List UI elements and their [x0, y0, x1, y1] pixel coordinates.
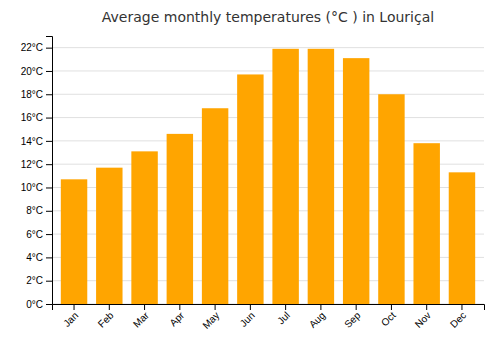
y-tick: 18°C — [21, 89, 52, 100]
bar — [378, 94, 404, 304]
bar — [308, 49, 334, 304]
x-tick-mark — [320, 304, 321, 310]
x-tick-label: Nov — [413, 310, 433, 330]
bar — [167, 134, 193, 304]
y-tick-label: 8°C — [26, 205, 43, 216]
y-tick: 20°C — [21, 66, 52, 77]
bars — [61, 49, 475, 304]
grid-line — [52, 70, 484, 71]
y-tick: 14°C — [21, 136, 52, 147]
grid — [52, 48, 484, 304]
y-tick: 10°C — [21, 182, 52, 193]
x-axis: Jan Feb Mar Apr May Jun Jul Aug Sep Oct Nov Dec — [53, 304, 485, 331]
y-tick-mark — [46, 234, 52, 235]
x-tick-mark — [426, 304, 427, 310]
x-tick-mark — [144, 304, 145, 310]
x-tick: Mar — [131, 304, 151, 330]
x-tick: Jan — [61, 304, 80, 329]
x-tick-mark — [285, 304, 286, 310]
x-tick: Jun — [238, 304, 257, 329]
y-tick: 4°C — [26, 252, 52, 263]
x-tick: Dec — [448, 304, 468, 330]
x-tick: Jul — [275, 304, 292, 326]
y-tick-mark — [46, 257, 52, 258]
y-tick-mark — [46, 118, 52, 119]
bar — [237, 74, 263, 304]
y-tick: 16°C — [21, 112, 52, 123]
grid-line — [52, 140, 484, 141]
x-tick: Oct — [379, 304, 398, 328]
y-tick-mark — [46, 211, 52, 212]
x-tick-mark — [391, 304, 392, 310]
x-tick: Sep — [342, 304, 363, 330]
y-axis: 0°C 2°C 4°C 6°C 8°C 10°C 12°C 14°C 16°C 18°C 20°C 2… — [21, 37, 53, 310]
y-tick-mark — [46, 187, 52, 188]
y-tick-label: 22°C — [21, 42, 43, 53]
bar — [343, 58, 369, 304]
y-tick: 2°C — [26, 275, 52, 286]
y-tick-mark — [46, 48, 52, 49]
x-tick-label: Feb — [96, 309, 116, 329]
x-tick-label: Jun — [238, 310, 257, 329]
y-tick-mark — [46, 71, 52, 72]
x-tick-mark — [109, 304, 110, 310]
y-tick-mark — [46, 164, 52, 165]
x-tick-mark — [461, 304, 462, 310]
y-tick-label: 14°C — [21, 136, 43, 147]
x-tick-label: Oct — [379, 310, 398, 329]
x-axis-line — [53, 305, 485, 311]
y-tick-label: 10°C — [21, 182, 43, 193]
bar — [272, 49, 298, 304]
x-tick-mark — [250, 304, 251, 310]
y-tick-label: 16°C — [21, 112, 43, 123]
y-tick-label: 12°C — [21, 159, 43, 170]
y-tick-label: 18°C — [21, 89, 43, 100]
y-axis-line — [46, 37, 53, 305]
x-tick-label: Dec — [448, 310, 468, 330]
y-tick: 0°C — [26, 299, 52, 310]
chart: 0°C 2°C 4°C 6°C 8°C 10°C 12°C 14°C 16°C 18°C 20°C 2… — [0, 0, 500, 350]
x-tick-label: Apr — [167, 309, 186, 328]
x-tick: Nov — [413, 304, 433, 330]
y-tick-label: 6°C — [26, 229, 43, 240]
y-tick-mark — [46, 94, 52, 95]
x-tick-mark — [215, 304, 216, 310]
x-tick: Aug — [307, 304, 327, 330]
grid-line — [52, 47, 484, 48]
bar — [131, 151, 157, 304]
x-tick-label: Aug — [307, 310, 327, 330]
y-tick-mark — [46, 281, 52, 282]
x-tick-label: Jan — [61, 310, 80, 329]
x-tick-label: Sep — [342, 309, 363, 330]
x-tick: Feb — [96, 304, 116, 330]
plot-area: 0°C 2°C 4°C 6°C 8°C 10°C 12°C 14°C 16°C 18°C 20°C 2… — [21, 37, 485, 331]
title: Average monthly temperatures (°C ) in Lo… — [102, 9, 434, 25]
x-tick: May — [200, 304, 221, 331]
x-tick-mark — [356, 304, 357, 310]
x-tick-label: Mar — [131, 309, 151, 329]
x-tick-label: Jul — [275, 310, 292, 327]
x-tick: Apr — [167, 304, 186, 328]
bar — [202, 108, 228, 304]
bar — [96, 168, 122, 304]
y-tick: 22°C — [21, 42, 52, 53]
y-tick: 8°C — [26, 205, 52, 216]
grid-line — [52, 117, 484, 118]
bar — [61, 179, 87, 304]
y-tick-label: 2°C — [26, 275, 43, 286]
x-tick-mark — [74, 304, 75, 310]
grid-line — [52, 94, 484, 95]
y-tick-mark — [46, 141, 52, 142]
y-tick: 6°C — [26, 229, 52, 240]
x-tick-mark — [179, 304, 180, 310]
y-tick-label: 4°C — [26, 252, 43, 263]
bar — [449, 172, 475, 304]
y-tick: 12°C — [21, 159, 52, 170]
y-tick-mark — [46, 304, 52, 305]
y-tick-label: 20°C — [21, 66, 43, 77]
y-tick-label: 0°C — [26, 299, 43, 310]
x-tick-label: May — [200, 310, 221, 331]
bar — [413, 143, 439, 304]
